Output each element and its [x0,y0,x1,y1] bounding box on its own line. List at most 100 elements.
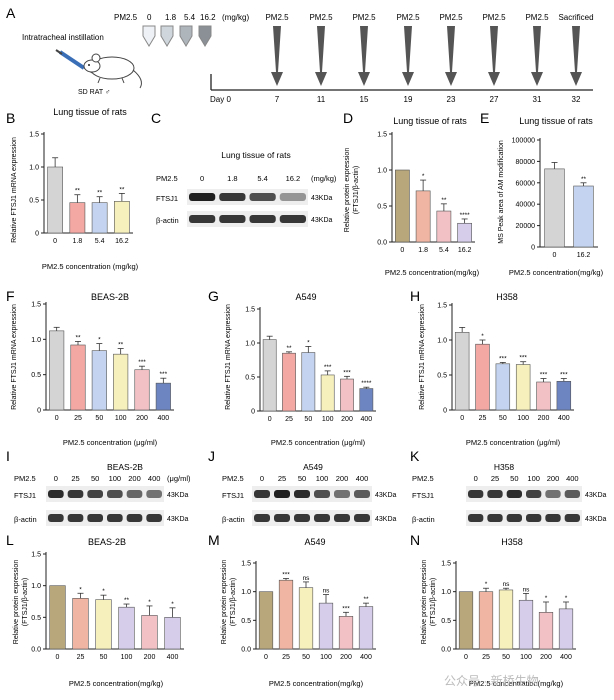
timeline-day-label: 11 [317,95,326,104]
blot-band [254,490,270,498]
blot-strip [466,510,582,526]
panel-letter-n: N [410,532,420,548]
x-tick-label: 200 [538,415,550,422]
blot-kda-label: 43KDa [585,492,607,499]
significance-label: **** [460,212,471,219]
y-tick-label: 0.5 [437,373,447,380]
blot-band [48,514,64,522]
y-tick-label: 1.0 [31,583,41,590]
blot-dose-label: 25 [491,474,499,483]
bar [515,364,531,411]
tube-icon [160,25,174,47]
blot-band [274,514,290,522]
significance-label: * [148,599,151,606]
blot-dose-label: 50 [298,474,306,483]
bar [415,190,431,243]
blot-band [354,514,370,522]
significance-label: * [545,595,548,602]
blot-dose-label: 1.8 [227,174,237,183]
x-tick-label: 25 [479,415,487,422]
blot-kda-label: 43KDa [375,516,397,523]
x-tick-label: 0 [264,654,268,661]
chart-b: Lung tissue of rats 0 0.5 1.0 1.5 Relative FT… [11,107,139,271]
timeline-event-label: PM2.5 [309,13,333,22]
blot-dose-label: 5.4 [257,174,267,183]
x-tick-label: 25 [77,654,85,661]
x-tick-label: 16.2 [458,247,472,254]
blot-band [87,514,103,522]
y-tick-label: 1.0 [245,341,255,348]
y-tick-label: 1.0 [437,338,447,345]
blot-band [526,490,542,498]
chart-title: Lung tissue of rats [519,116,593,126]
y-tick-label: 0 [37,408,41,415]
significance-label: * [481,333,484,340]
x-axis-label: PM2.5 concentration(mg/kg) [269,679,364,688]
bar [544,168,565,248]
blot-band [274,490,290,498]
arrow-down-icon [531,26,543,86]
blot-dose-label: 200 [128,474,141,483]
timeline-event-label: PM2.5 [482,13,506,22]
blot-band [487,514,503,522]
bar [498,589,514,650]
x-tick-label: 200 [144,654,156,661]
blot-band [107,490,123,498]
blot-dose-label: 200 [336,474,349,483]
blot-dose-label: 25 [278,474,286,483]
bar [457,222,472,243]
x-tick-label: 400 [360,416,372,423]
x-tick-label: 50 [302,654,310,661]
bar [573,185,594,248]
bar [114,201,130,234]
significance-label: * [422,173,425,180]
blot-band [468,490,484,498]
bar [495,363,511,411]
y-axis-label-line: Relative protein expression [13,560,20,645]
significance-label: * [565,595,568,602]
blot-band [249,215,276,223]
chart-title: A549 [304,537,325,547]
bar [70,344,86,411]
blot-dose-label: 400 [356,474,369,483]
x-tick-label: 16.2 [577,252,591,259]
bar [155,382,171,411]
arrow-down-icon [488,26,500,86]
timeline-event-label: PM2.5 [352,13,376,22]
blot-panel-c: Lung tissue of rats PM2.5 0 1.8 5.4 16.2 (mg/k… [156,150,337,227]
panel-letter-g: G [208,288,219,304]
chart-title: Lung tissue of rats [53,107,127,117]
bar [141,615,158,650]
timeline-day-label: 31 [533,95,542,104]
arrow-down-icon [358,26,370,86]
y-tick-label: 40000 [516,202,536,209]
watermark: 公众号 · 新桥生物 [444,674,539,688]
blot-strip [46,510,164,526]
y-tick-label: 60000 [516,180,536,187]
x-tick-label: 100 [115,415,127,422]
blot-strip [466,486,582,502]
x-axis-label: PM2.5 concentration(mg/kg) [469,679,564,688]
bar [478,591,494,650]
blot-band [146,514,162,522]
blot-band [354,490,370,498]
significance-label: ** [75,188,81,195]
y-tick-label: 1.5 [377,132,387,139]
blot-dose-label: 400 [148,474,161,483]
blot-band [67,490,84,498]
blot-title: A549 [303,462,323,472]
significance-label: ns [323,588,331,595]
blot-band [334,514,350,522]
blot-dose-label: 16.2 [286,174,301,183]
bar [72,598,89,650]
arrow-down-icon [271,26,283,86]
significance-label: * [102,588,105,595]
bar [134,369,150,411]
significance-label: *** [160,371,168,378]
arrow-down-icon [445,26,457,86]
x-tick-label: 200 [540,654,552,661]
timeline-day-label: 27 [490,95,499,104]
significance-label: ** [581,176,587,183]
y-axis-label: MS Peak area of AM modification [498,140,505,244]
